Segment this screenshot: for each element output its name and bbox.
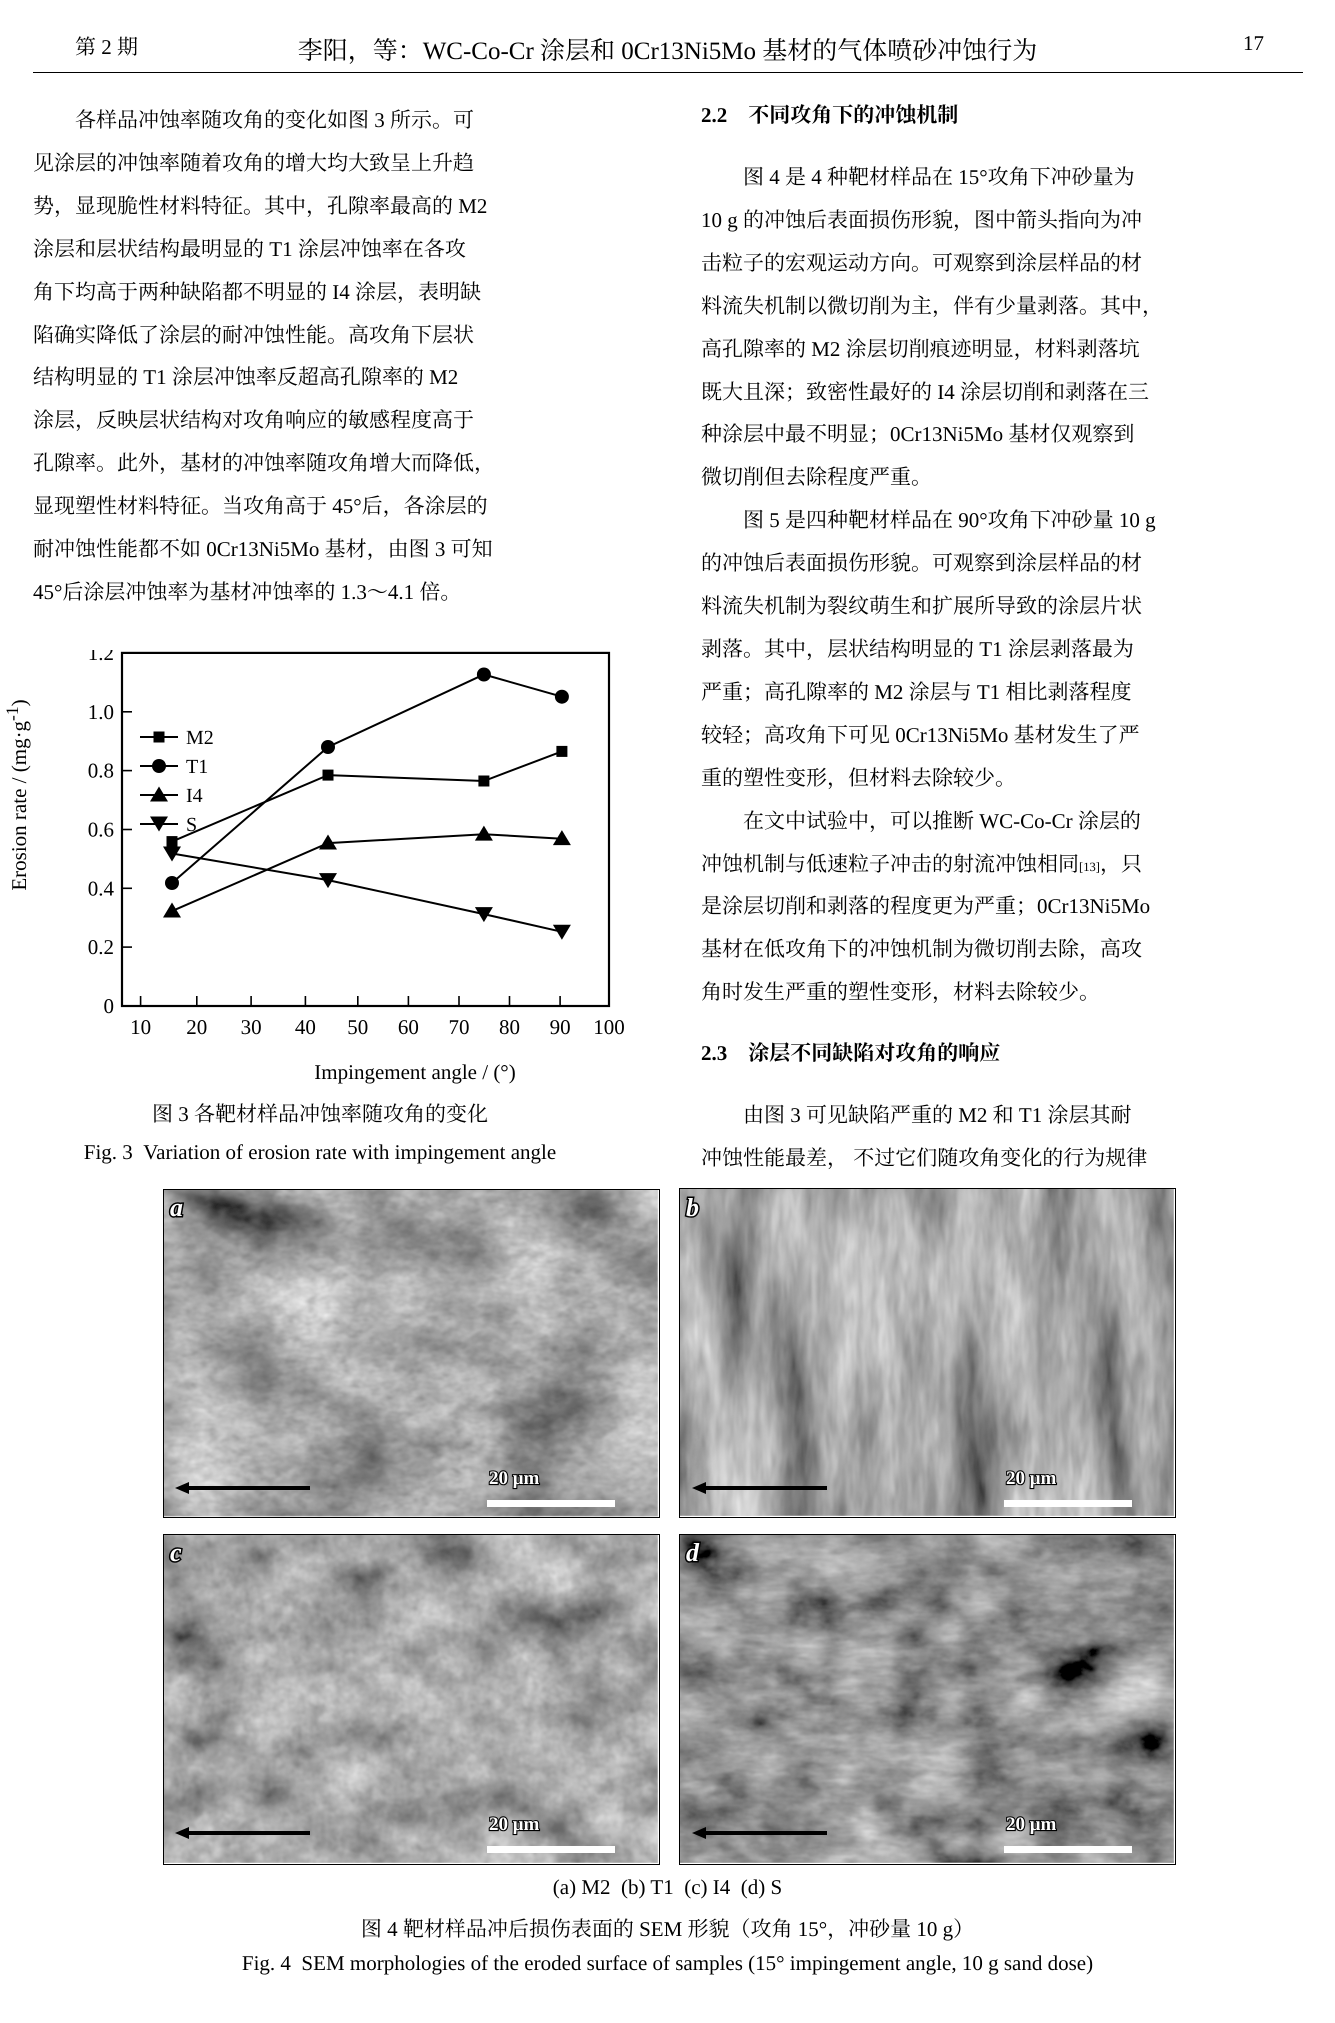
svg-text:0.2: 0.2 [88,935,114,959]
svg-text:80: 80 [499,1015,520,1039]
svg-text:40: 40 [295,1015,316,1039]
svg-text:20: 20 [186,1015,207,1039]
svg-text:1.0: 1.0 [88,700,114,724]
svg-text:10: 10 [130,1015,151,1039]
svg-text:100: 100 [593,1015,625,1039]
svg-text:70: 70 [449,1015,470,1039]
svg-text:50: 50 [347,1015,368,1039]
svg-text:0: 0 [104,994,115,1018]
svg-text:M2: M2 [186,727,214,749]
svg-text:90: 90 [550,1015,571,1039]
svg-text:0.8: 0.8 [88,759,114,783]
svg-text:0.4: 0.4 [88,876,115,900]
svg-text:T1: T1 [186,756,208,778]
svg-text:S: S [186,814,197,836]
svg-text:60: 60 [398,1015,419,1039]
svg-text:30: 30 [241,1015,262,1039]
svg-text:0.6: 0.6 [88,818,114,842]
svg-text:I4: I4 [186,785,203,807]
